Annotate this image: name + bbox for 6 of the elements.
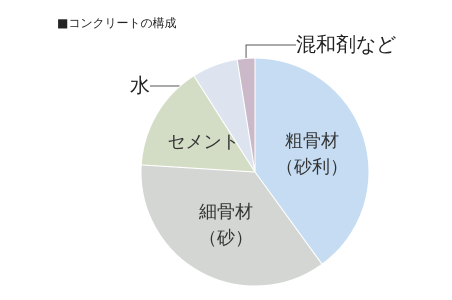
slice-label: セメント xyxy=(167,131,240,152)
slice-label: 粗骨材（砂利） xyxy=(276,130,348,176)
slice-label: 細骨材（砂） xyxy=(198,202,254,248)
chart-title: ■コンクリートの構成 xyxy=(57,16,176,30)
slice-label: 混和剤など xyxy=(296,34,396,56)
slice-label: 水 xyxy=(130,75,150,97)
